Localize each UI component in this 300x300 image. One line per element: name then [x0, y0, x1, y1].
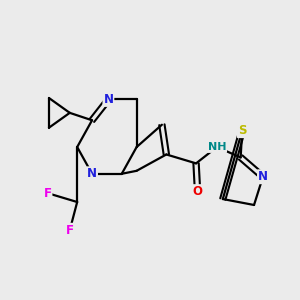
Text: NH: NH: [208, 142, 226, 152]
Text: F: F: [44, 187, 52, 200]
Text: N: N: [258, 170, 268, 183]
Text: S: S: [238, 124, 246, 137]
Text: N: N: [103, 93, 113, 106]
Text: O: O: [193, 185, 202, 198]
Text: N: N: [87, 167, 97, 180]
Text: F: F: [66, 224, 74, 237]
